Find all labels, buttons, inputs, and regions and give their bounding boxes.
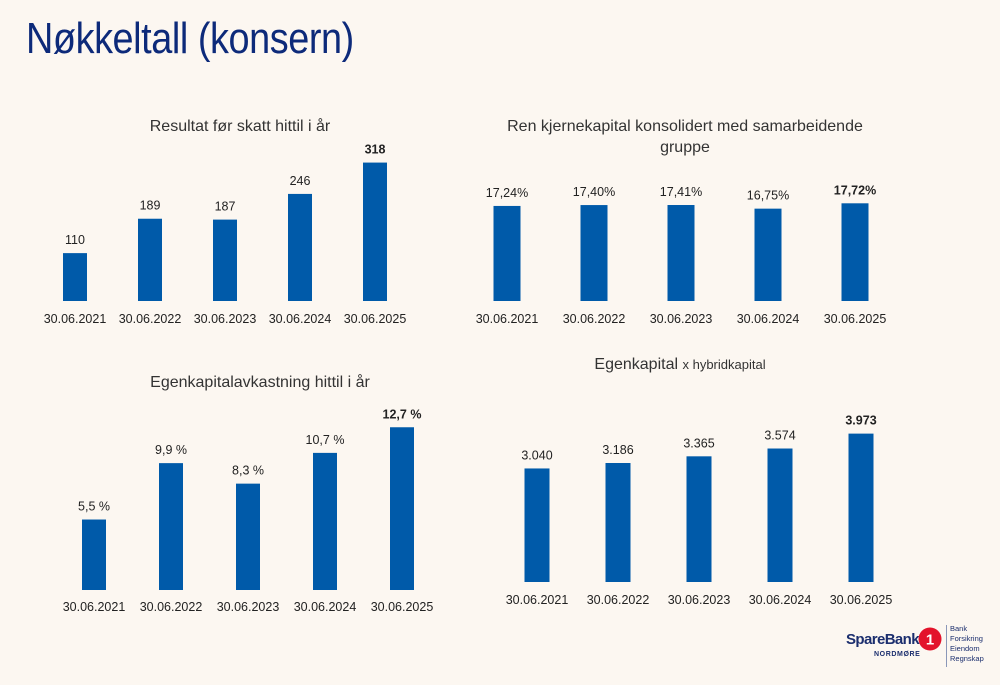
bar — [605, 463, 631, 582]
bar — [82, 519, 106, 590]
x-tick-label: 30.06.2023 — [194, 312, 257, 326]
bar-chart-3: 3.040 30.06.2021 3.186 30.06.2022 3.365 30.06… — [506, 414, 893, 607]
bar — [686, 456, 712, 582]
data-label: 17,24% — [486, 186, 528, 200]
x-tick-label: 30.06.2022 — [140, 600, 203, 614]
bar — [313, 452, 337, 590]
data-label: 3.040 — [521, 448, 552, 462]
bar — [580, 205, 608, 301]
x-tick-label: 30.06.2021 — [63, 600, 126, 614]
logo-wordmark: SpareBank — [846, 631, 920, 648]
x-tick-label: 30.06.2024 — [269, 312, 332, 326]
bar — [159, 463, 183, 590]
page-title: Nøkkeltall (konsern) — [26, 14, 354, 63]
data-label: 9,9 % — [155, 443, 187, 457]
data-label: 318 — [365, 143, 386, 157]
data-label: 3.186 — [602, 443, 633, 457]
x-tick-label: 30.06.2025 — [371, 600, 434, 614]
bar — [236, 483, 260, 590]
logo-service: Eiendom — [950, 644, 980, 653]
bar — [138, 218, 162, 301]
x-tick-label: 30.06.2023 — [650, 312, 713, 326]
bar — [63, 253, 87, 301]
bar — [524, 468, 550, 582]
data-label: 3.365 — [683, 436, 714, 450]
bar-chart-0: 110 30.06.2021 189 30.06.2022 187 30.06.2023 2… — [44, 143, 407, 326]
x-tick-label: 30.06.2023 — [668, 593, 731, 607]
bar — [667, 205, 695, 301]
data-label: 12,7 % — [383, 407, 422, 421]
logo-services: Bank Forsikring Eiendom Regnskap — [950, 624, 984, 664]
chart-title-kjernekapital: Ren kjernekapital konsolidert med samarb… — [495, 116, 875, 158]
chart-title-text: Egenkapitalavkastning hittil i år — [150, 374, 370, 391]
x-tick-label: 30.06.2021 — [476, 312, 539, 326]
data-label: 246 — [290, 174, 311, 188]
x-tick-label: 30.06.2023 — [217, 600, 280, 614]
bar — [841, 203, 869, 301]
x-tick-label: 30.06.2021 — [44, 312, 107, 326]
data-label: 17,41% — [660, 185, 702, 199]
logo-number: 1 — [926, 632, 934, 649]
logo-region: NORDMØRE — [874, 651, 921, 658]
data-label: 3.973 — [845, 414, 876, 428]
data-label: 187 — [215, 200, 236, 214]
sparebank-one-icon: 1 — [918, 627, 942, 651]
data-label: 110 — [65, 233, 85, 247]
bar — [754, 208, 782, 301]
x-tick-label: 30.06.2025 — [830, 593, 893, 607]
data-label: 189 — [140, 199, 161, 213]
x-tick-label: 30.06.2025 — [344, 312, 407, 326]
data-label: 17,40% — [573, 185, 615, 199]
data-label: 3.574 — [764, 429, 795, 443]
chart-title-egenkapitalavkastning: Egenkapitalavkastning hittil i år — [110, 372, 410, 393]
x-tick-label: 30.06.2022 — [587, 593, 650, 607]
logo-service: Bank — [950, 624, 968, 633]
bar — [767, 448, 793, 582]
bar — [493, 205, 521, 301]
x-tick-label: 30.06.2025 — [824, 312, 887, 326]
x-tick-label: 30.06.2024 — [737, 312, 800, 326]
bar — [848, 433, 874, 582]
chart-title-text: Egenkapital — [594, 356, 679, 373]
x-tick-label: 30.06.2022 — [563, 312, 626, 326]
bar — [213, 219, 237, 301]
x-tick-label: 30.06.2024 — [294, 600, 357, 614]
data-label: 5,5 % — [78, 500, 110, 514]
logo-divider — [946, 625, 947, 667]
data-label: 17,72% — [834, 183, 876, 197]
chart-title-egenkapital: Egenkapital x hybridkapital — [530, 354, 830, 375]
bar-chart-1: 17,24% 30.06.2021 17,40% 30.06.2022 17,41% 30… — [476, 183, 887, 326]
bar — [390, 427, 414, 590]
chart-title-text: Ren kjernekapital konsolidert med samarb… — [507, 118, 863, 156]
chart-title-resultat: Resultat før skatt hittil i år — [95, 116, 385, 137]
x-tick-label: 30.06.2022 — [119, 312, 182, 326]
chart-title-suffix: x hybridkapital — [682, 357, 766, 372]
sparebank-logo: SpareBank NORDMØRE 1 Bank Forsikring Eie… — [846, 624, 986, 667]
logo-service: Regnskap — [950, 654, 984, 663]
bar — [288, 193, 312, 301]
data-label: 16,75% — [747, 189, 789, 203]
x-tick-label: 30.06.2021 — [506, 593, 569, 607]
x-tick-label: 30.06.2024 — [749, 593, 812, 607]
logo-service: Forsikring — [950, 634, 983, 643]
data-label: 8,3 % — [232, 464, 264, 478]
bar-chart-2: 5,5 % 30.06.2021 9,9 % 30.06.2022 8,3 % 30.06… — [63, 407, 434, 614]
chart-title-text: Resultat før skatt hittil i år — [149, 118, 331, 135]
bar — [363, 162, 387, 301]
data-label: 10,7 % — [306, 433, 345, 447]
